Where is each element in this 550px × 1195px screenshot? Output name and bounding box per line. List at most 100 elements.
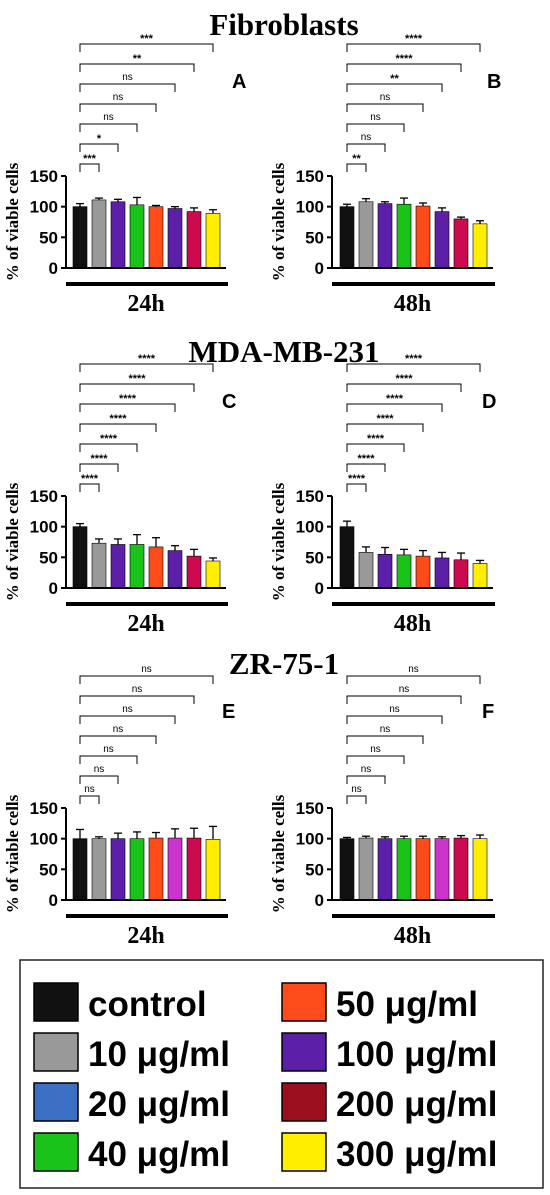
group-bar xyxy=(66,914,228,918)
significance-label: **** xyxy=(128,373,146,385)
significance-bracket xyxy=(346,363,481,372)
bar xyxy=(472,223,488,269)
significance-label: ns xyxy=(370,744,381,755)
legend-label: 40 μg/ml xyxy=(88,1135,230,1174)
significance-label: ns xyxy=(380,92,391,103)
y-tick-label: 150 xyxy=(296,799,324,818)
significance-bracket xyxy=(346,775,386,784)
significance-bracket xyxy=(79,695,195,704)
y-tick-label: 100 xyxy=(30,830,58,849)
significance-label: ns xyxy=(113,92,124,103)
significance-label: **** xyxy=(367,433,385,445)
significance-bracket xyxy=(79,443,138,452)
y-tick-label: 50 xyxy=(305,548,324,567)
significance-label: ns xyxy=(103,744,114,755)
significance-label: **** xyxy=(100,433,118,445)
bar xyxy=(186,211,202,269)
section-title-zr-75-1: ZR-75-1 xyxy=(229,646,339,681)
section-title-fibroblasts: Fibroblasts xyxy=(209,7,358,42)
y-tick-label: 50 xyxy=(39,548,58,567)
significance-label: **** xyxy=(138,353,156,365)
panel-e: E 0 50 100 150 % of viable cells 24h ns ns ns ns ns… xyxy=(3,664,235,949)
y-tick-label: 0 xyxy=(49,891,58,910)
section-title-mda-mb-231: MDA-MB-231 xyxy=(188,334,379,369)
bar xyxy=(186,555,202,589)
bar xyxy=(415,555,431,589)
x-axis-label: 48h xyxy=(394,611,431,637)
significance-bracket xyxy=(79,43,214,52)
significance-bracket xyxy=(346,483,367,492)
bar xyxy=(91,199,107,269)
bar xyxy=(205,838,221,901)
legend-label: 200 μg/ml xyxy=(336,1085,497,1124)
bar xyxy=(377,553,393,589)
significance-bracket xyxy=(346,103,424,112)
bar xyxy=(339,206,355,269)
panel-f: F 0 50 100 150 % of viable cells 48h ns ns ns ns ns… xyxy=(269,664,495,949)
significance-label: **** xyxy=(357,453,375,465)
y-tick-label: 100 xyxy=(30,198,58,217)
bar xyxy=(129,838,145,901)
bar xyxy=(72,206,88,269)
bar xyxy=(205,213,221,269)
significance-bracket xyxy=(79,775,119,784)
significance-bracket xyxy=(346,43,481,52)
significance-label: ns xyxy=(351,784,362,795)
legend-swatch xyxy=(281,1032,327,1072)
significance-bracket xyxy=(79,795,100,804)
bar xyxy=(453,837,469,901)
significance-label: ns xyxy=(141,664,152,675)
significance-label: ns xyxy=(132,684,143,695)
x-axis-label: 24h xyxy=(127,923,164,949)
significance-bracket xyxy=(79,463,119,472)
bar xyxy=(396,203,412,269)
significance-bracket xyxy=(346,163,367,172)
significance-label: **** xyxy=(395,373,413,385)
panel-letter: C xyxy=(222,391,236,413)
significance-label: **** xyxy=(395,53,413,65)
legend-swatch xyxy=(33,1132,79,1172)
significance-label: * xyxy=(97,133,102,145)
significance-label: ns xyxy=(380,724,391,735)
y-tick-label: 0 xyxy=(315,891,324,910)
y-tick-label: 50 xyxy=(305,228,324,247)
group-bar xyxy=(332,602,495,606)
legend-label: 100 μg/ml xyxy=(336,1035,497,1074)
significance-bracket xyxy=(346,143,386,152)
bar xyxy=(396,838,412,901)
y-tick-label: 0 xyxy=(49,579,58,598)
significance-label: **** xyxy=(109,413,127,425)
significance-bracket xyxy=(79,123,138,132)
y-axis-label: % of viable cells xyxy=(3,162,22,281)
legend-swatch xyxy=(33,1032,79,1072)
legend-items: control 10 μg/ml 20 μg/ml 40 μg/ml 50 μg/ml 1… xyxy=(33,982,497,1174)
panel-letter: F xyxy=(482,701,494,723)
significance-bracket xyxy=(79,363,214,372)
bar xyxy=(358,552,374,589)
y-tick-label: 0 xyxy=(49,259,58,278)
significance-label: **** xyxy=(405,33,423,45)
legend-swatch xyxy=(281,982,327,1022)
significance-bracket xyxy=(346,463,386,472)
significance-label: ns xyxy=(122,704,133,715)
significance-label: ns xyxy=(399,684,410,695)
y-tick-label: 50 xyxy=(39,228,58,247)
bar xyxy=(205,560,221,589)
y-tick-label: 150 xyxy=(30,799,58,818)
bar xyxy=(453,218,469,269)
bar xyxy=(148,546,164,589)
panel-letter: D xyxy=(482,391,496,413)
significance-label: ** xyxy=(390,73,399,85)
bar xyxy=(91,838,107,901)
significance-bracket xyxy=(346,795,367,804)
bar xyxy=(186,837,202,901)
x-axis-label: 48h xyxy=(394,923,431,949)
significance-label: ns xyxy=(103,112,114,123)
y-tick-label: 50 xyxy=(39,860,58,879)
bar xyxy=(110,201,126,269)
legend-label: control xyxy=(88,985,207,1024)
bar xyxy=(434,838,450,901)
group-bar xyxy=(332,914,495,918)
significance-bracket xyxy=(346,715,443,724)
